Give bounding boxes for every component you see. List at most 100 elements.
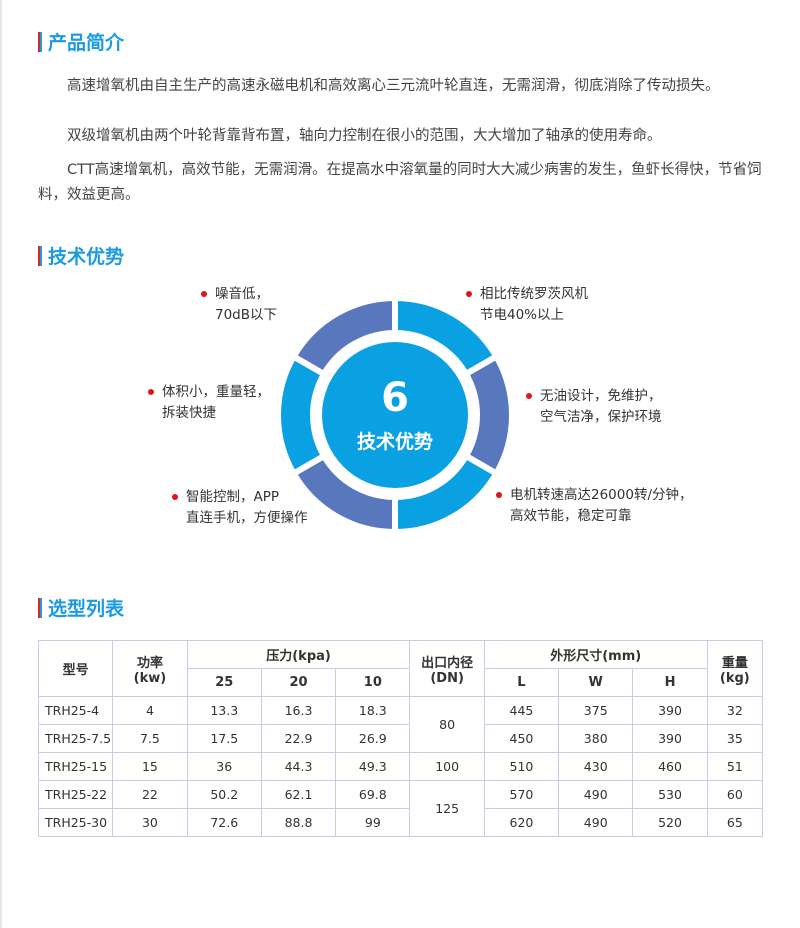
title-bar-icon xyxy=(38,245,42,266)
table-cell: 390 xyxy=(632,696,708,725)
table-cell: 62.1 xyxy=(260,780,337,809)
header-H: H xyxy=(632,668,708,697)
table-cell: 620 xyxy=(483,808,560,837)
feature-item: 无油设计，免维护， 空气洁净，保护环境 xyxy=(526,386,662,428)
table-cell: 390 xyxy=(632,724,708,753)
table-cell: 520 xyxy=(632,808,708,837)
header-p10: 10 xyxy=(335,668,411,697)
feature-line: 噪音低， xyxy=(215,286,269,302)
table-cell: 430 xyxy=(558,752,634,781)
bullet-icon xyxy=(526,393,532,399)
center-circle xyxy=(322,342,468,488)
section-title-selection: 选型列表 xyxy=(38,594,124,621)
feature-line: 相比传统罗茨风机 xyxy=(480,286,588,302)
table-cell: 18.3 xyxy=(335,696,411,725)
feature-line: 节电40%以上 xyxy=(480,307,565,323)
table-cell: 450 xyxy=(483,724,560,753)
feature-line: 直连手机，方便操作 xyxy=(186,510,308,526)
table-cell: 36 xyxy=(186,752,262,781)
table-cell: 22.9 xyxy=(260,724,337,753)
header-outlet: 出口内径 (DN) xyxy=(409,640,485,697)
table-cell: 380 xyxy=(558,724,634,753)
header-p25: 25 xyxy=(186,668,262,697)
header-dims: 外形尺寸(mm) xyxy=(483,640,708,669)
table-cell: TRH25-7.5 xyxy=(37,724,114,753)
feature-line: 体积小，重量轻， xyxy=(162,384,270,400)
table-cell: 44.3 xyxy=(260,752,337,781)
selection-table: 型号 功率 (kw) 压力(kpa) 出口内径 (DN) 外形尺寸(mm) 重量 (k… xyxy=(37,640,764,837)
wheel-segment xyxy=(461,352,515,478)
title-text: 选型列表 xyxy=(48,598,125,620)
header-weight: 重量 (kg) xyxy=(706,640,764,697)
table-cell: 69.8 xyxy=(335,780,411,809)
table-cell: 13.3 xyxy=(186,696,262,725)
table-cell: TRH25-15 xyxy=(37,752,114,781)
table-cell: 460 xyxy=(632,752,708,781)
bullet-icon xyxy=(148,389,154,395)
feature-line: 高效节能，稳定可靠 xyxy=(510,508,632,524)
feature-line: 智能控制，APP xyxy=(186,489,280,505)
table-cell: 30 xyxy=(112,808,188,837)
table-cell: 490 xyxy=(558,780,634,809)
table-cell: 72.6 xyxy=(186,808,262,837)
table-cell: 15 xyxy=(112,752,188,781)
table-cell: 100 xyxy=(409,752,485,781)
title-text: 产品简介 xyxy=(48,32,125,54)
table-cell: 80 xyxy=(409,696,485,753)
bullet-icon xyxy=(466,291,472,297)
title-bar-icon xyxy=(38,597,42,618)
table-cell: 65 xyxy=(706,808,764,837)
table-cell: 510 xyxy=(483,752,560,781)
table-cell: 4 xyxy=(112,696,188,725)
table-row: TRH25-4 4 13.3 16.3 18.3 80 445 375 390 32 xyxy=(37,696,764,753)
table-cell: 60 xyxy=(706,780,764,809)
header-model: 型号 xyxy=(37,640,114,697)
table-cell: 35 xyxy=(706,724,764,753)
header-W: W xyxy=(558,668,634,697)
table-cell: 570 xyxy=(483,780,560,809)
feature-item: 电机转速高达26000转/分钟， 高效节能，稳定可靠 xyxy=(496,485,693,527)
table-cell: TRH25-4 xyxy=(37,696,114,725)
table-cell: 22 xyxy=(112,780,188,809)
center-label: 技术优势 xyxy=(357,430,433,453)
wheel-segment xyxy=(289,295,398,379)
table-cell: 49.3 xyxy=(335,752,411,781)
center-number: 6 xyxy=(381,375,409,421)
bullet-icon xyxy=(201,291,207,297)
feature-item: 体积小，重量轻， 拆装快捷 xyxy=(148,382,270,424)
feature-line: 无油设计，免维护， xyxy=(540,388,662,404)
advantages-wheel: 6 技术优势 xyxy=(275,295,515,535)
feature-item: 智能控制，APP 直连手机，方便操作 xyxy=(172,487,308,529)
table-cell: 490 xyxy=(558,808,634,837)
intro-paragraph: 双级增氧机由两个叶轮背靠背布置，轴向力控制在很小的范围，大大增加了轴承的使用寿命… xyxy=(67,128,662,144)
table-cell: 375 xyxy=(558,696,634,725)
section-title-advantages: 技术优势 xyxy=(38,242,124,269)
feature-item: 噪音低， 70dB以下 xyxy=(201,284,277,326)
table-cell: 125 xyxy=(409,780,485,837)
feature-line: 电机转速高达26000转/分钟， xyxy=(510,487,693,503)
page-edge xyxy=(0,0,2,928)
table-row: TRH25-15 15 36 44.3 49.3 100 510 430 460 51 xyxy=(37,752,764,781)
feature-line: 空气洁净，保护环境 xyxy=(540,409,662,425)
table-cell: 445 xyxy=(483,696,560,725)
table-cell: 26.9 xyxy=(335,724,411,753)
wheel-segment xyxy=(275,352,329,478)
table-cell: 50.2 xyxy=(186,780,262,809)
header-p20: 20 xyxy=(260,668,337,697)
table-cell: 51 xyxy=(706,752,764,781)
table-cell: TRH25-22 xyxy=(37,780,114,809)
table-cell: 17.5 xyxy=(186,724,262,753)
intro-paragraph: 高速增氧机由自主生产的高速永磁电机和高效离心三元流叶轮直连，无需润滑，彻底消除了… xyxy=(67,78,720,94)
header-pressure: 压力(kpa) xyxy=(186,640,411,669)
table-row: TRH25-7.5 7.5 17.5 22.9 26.9 450 380 390 35 xyxy=(37,724,764,753)
feature-line: 拆装快捷 xyxy=(162,405,216,421)
section-title-intro: 产品简介 xyxy=(38,28,124,55)
table-cell: 530 xyxy=(632,780,708,809)
title-text: 技术优势 xyxy=(48,246,125,268)
table-row: TRH25-30 30 72.6 88.8 99 620 490 520 65 xyxy=(37,808,764,837)
table-cell: 7.5 xyxy=(112,724,188,753)
table-cell: 99 xyxy=(335,808,411,837)
table-row: TRH25-22 22 50.2 62.1 69.8 125 570 490 530 60 xyxy=(37,780,764,837)
table-cell: 16.3 xyxy=(260,696,337,725)
